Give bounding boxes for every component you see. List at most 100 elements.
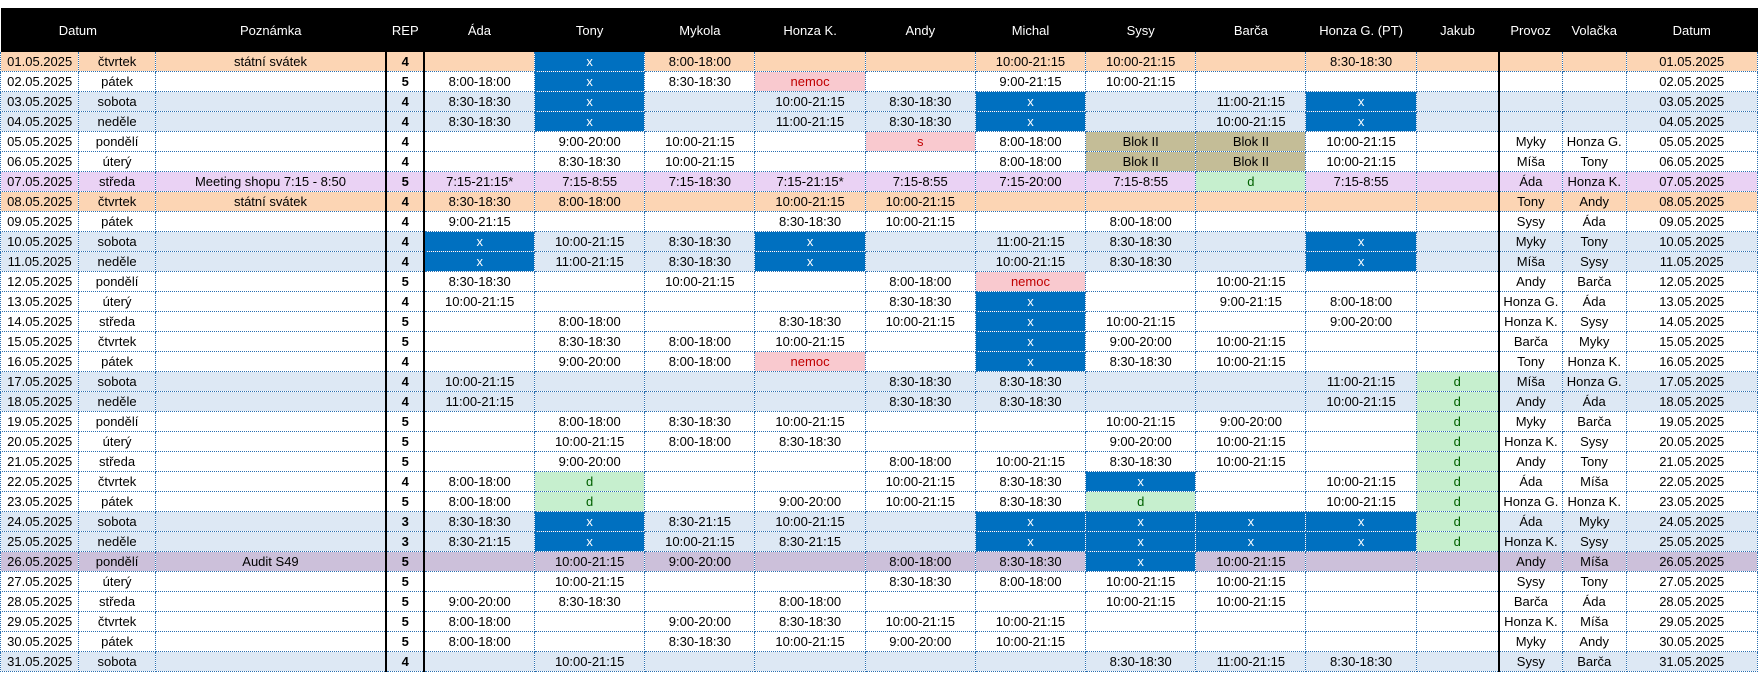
table-cell[interactable]: 11:00-21:15 xyxy=(1305,371,1417,392)
table-cell[interactable]: 20.05.2025 xyxy=(0,431,80,452)
table-cell[interactable]: 4 xyxy=(385,191,426,212)
table-cell[interactable] xyxy=(865,231,976,252)
table-cell[interactable]: 25.05.2025 xyxy=(1626,531,1758,552)
table-cell[interactable] xyxy=(1562,71,1627,92)
table-cell[interactable]: 8:30-18:30 xyxy=(1085,251,1197,272)
table-cell[interactable] xyxy=(644,291,756,312)
table-cell[interactable] xyxy=(865,52,976,72)
table-cell[interactable] xyxy=(155,391,387,412)
table-cell[interactable]: neděle xyxy=(78,531,156,552)
table-cell[interactable] xyxy=(1195,211,1307,232)
table-cell[interactable]: 8:00-18:00 xyxy=(534,191,646,212)
table-cell[interactable]: pátek xyxy=(78,351,156,372)
table-cell[interactable]: s xyxy=(865,131,976,152)
table-cell[interactable] xyxy=(1305,611,1417,632)
table-cell[interactable] xyxy=(644,191,756,212)
table-cell[interactable]: Áda xyxy=(1498,511,1563,532)
table-cell[interactable]: 06.05.2025 xyxy=(0,151,80,172)
table-cell[interactable] xyxy=(1195,231,1307,252)
table-cell[interactable] xyxy=(1085,91,1197,112)
table-cell[interactable] xyxy=(1416,631,1500,652)
table-cell[interactable]: 7:15-8:55 xyxy=(1305,171,1417,192)
header-cell[interactable]: Jakub xyxy=(1416,8,1499,52)
table-cell[interactable]: Áda xyxy=(1562,291,1627,312)
table-cell[interactable]: 06.05.2025 xyxy=(1626,151,1758,172)
table-cell[interactable]: d xyxy=(1416,471,1500,492)
table-cell[interactable] xyxy=(975,411,1087,432)
table-cell[interactable] xyxy=(1195,611,1307,632)
table-cell[interactable]: 16.05.2025 xyxy=(0,351,80,372)
table-cell[interactable]: 08.05.2025 xyxy=(1626,191,1758,212)
table-cell[interactable]: 12.05.2025 xyxy=(0,271,80,292)
table-cell[interactable]: Míša xyxy=(1498,371,1563,392)
table-cell[interactable] xyxy=(865,411,976,432)
header-cell[interactable]: Honza G. (PT) xyxy=(1305,8,1417,52)
table-cell[interactable] xyxy=(865,531,976,552)
table-cell[interactable]: pátek xyxy=(78,631,156,652)
table-cell[interactable]: 8:30-18:30 xyxy=(865,371,976,392)
table-cell[interactable]: 8:30-18:30 xyxy=(1305,651,1417,672)
table-cell[interactable]: 8:30-18:30 xyxy=(424,191,536,212)
table-cell[interactable]: 8:30-18:30 xyxy=(865,571,976,592)
table-cell[interactable]: 7:15-8:55 xyxy=(534,171,646,192)
table-cell[interactable] xyxy=(1085,391,1197,412)
table-cell[interactable]: pátek xyxy=(78,211,156,232)
table-cell[interactable] xyxy=(644,211,756,232)
table-cell[interactable]: 8:30-18:30 xyxy=(644,231,756,252)
header-cell[interactable]: Datum xyxy=(0,8,156,52)
table-cell[interactable] xyxy=(424,451,536,472)
table-cell[interactable]: 4 xyxy=(385,151,426,172)
table-cell[interactable]: 8:00-18:00 xyxy=(1305,291,1417,312)
table-cell[interactable] xyxy=(155,411,387,432)
table-cell[interactable] xyxy=(754,451,866,472)
table-cell[interactable]: 31.05.2025 xyxy=(0,651,80,672)
table-cell[interactable]: čtvrtek xyxy=(78,52,156,72)
table-cell[interactable] xyxy=(155,231,387,252)
table-cell[interactable]: 18.05.2025 xyxy=(1626,391,1758,412)
table-cell[interactable]: 27.05.2025 xyxy=(1626,571,1758,592)
table-cell[interactable] xyxy=(1498,71,1563,92)
table-cell[interactable]: Barča xyxy=(1562,411,1627,432)
table-cell[interactable]: 26.05.2025 xyxy=(1626,551,1758,572)
table-cell[interactable]: 10:00-21:15 xyxy=(1195,111,1307,132)
table-cell[interactable]: 9:00-20:00 xyxy=(1195,411,1307,432)
table-cell[interactable]: pondělí xyxy=(78,271,156,292)
table-cell[interactable]: Andy xyxy=(1562,191,1627,212)
table-cell[interactable] xyxy=(424,571,536,592)
table-cell[interactable]: 7:15-21:15* xyxy=(424,171,536,192)
table-cell[interactable]: 04.05.2025 xyxy=(1626,111,1758,132)
table-cell[interactable]: 10:00-21:15 xyxy=(644,531,756,552)
table-cell[interactable]: Míša xyxy=(1562,611,1627,632)
table-cell[interactable]: x xyxy=(534,71,646,92)
table-cell[interactable]: 10:00-21:15 xyxy=(1085,571,1197,592)
table-cell[interactable]: 8:00-18:00 xyxy=(975,571,1087,592)
table-cell[interactable] xyxy=(534,611,646,632)
table-cell[interactable]: Áda xyxy=(1498,471,1563,492)
table-cell[interactable] xyxy=(865,511,976,532)
header-cell[interactable]: Michal xyxy=(975,8,1086,52)
table-cell[interactable]: 24.05.2025 xyxy=(0,511,80,532)
table-cell[interactable]: nemoc xyxy=(754,71,866,92)
table-cell[interactable]: 10:00-21:15 xyxy=(1305,471,1417,492)
table-cell[interactable]: 10:00-21:15 xyxy=(534,551,646,572)
table-cell[interactable]: 8:30-18:30 xyxy=(865,91,976,112)
table-cell[interactable] xyxy=(1562,52,1627,72)
table-cell[interactable] xyxy=(644,311,756,332)
table-cell[interactable]: 8:30-18:30 xyxy=(424,91,536,112)
table-cell[interactable] xyxy=(644,371,756,392)
table-cell[interactable]: x xyxy=(1305,111,1417,132)
table-cell[interactable]: Barča xyxy=(1498,591,1563,612)
table-cell[interactable]: 5 xyxy=(385,491,426,512)
header-cell[interactable]: Honza K. xyxy=(754,8,866,52)
table-cell[interactable]: nemoc xyxy=(754,351,866,372)
table-cell[interactable]: 10:00-21:15 xyxy=(1305,391,1417,412)
table-cell[interactable]: 18.05.2025 xyxy=(0,391,80,412)
table-cell[interactable]: 10:00-21:15 xyxy=(975,451,1087,472)
table-cell[interactable]: Áda xyxy=(1498,171,1563,192)
table-cell[interactable] xyxy=(1085,191,1197,212)
table-cell[interactable]: 8:00-18:00 xyxy=(534,311,646,332)
table-cell[interactable]: 11:00-21:15 xyxy=(1195,91,1307,112)
table-cell[interactable]: 9:00-20:00 xyxy=(534,131,646,152)
table-cell[interactable]: 4 xyxy=(385,52,426,72)
table-cell[interactable]: Audit S49 xyxy=(155,551,387,572)
